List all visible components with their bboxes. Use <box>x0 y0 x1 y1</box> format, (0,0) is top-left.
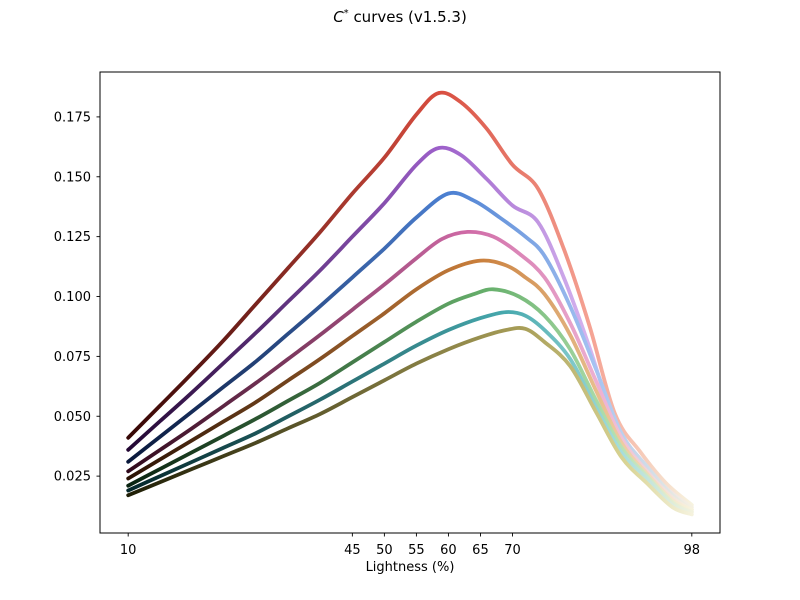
x-axis-label: Lightness (%) <box>366 560 455 575</box>
y-tick-label: 0.100 <box>54 290 91 305</box>
y-tick-label: 0.025 <box>54 470 91 485</box>
x-tick-label: 55 <box>408 543 425 558</box>
chart-title: C* curves (v1.5.3) <box>0 8 800 26</box>
x-tick-label: 50 <box>376 543 393 558</box>
curve-pink <box>126 229 694 512</box>
y-tick-label: 0.075 <box>54 350 91 365</box>
x-tick-label: 65 <box>472 543 489 558</box>
plot-border <box>99 71 721 534</box>
curve-red <box>126 90 694 507</box>
curve-orange <box>126 258 694 512</box>
y-tick-label: 0.150 <box>54 170 91 185</box>
curve-teal <box>126 310 694 514</box>
y-tick-label: 0.050 <box>54 410 91 425</box>
axis-ticks: 10 45 50 55 60 65 70 98 0.025 0.050 0.075 0.100 0.12… <box>54 110 700 575</box>
curves-group <box>126 90 694 517</box>
curve-olive <box>126 326 694 517</box>
x-tick-label: 70 <box>504 543 521 558</box>
x-tick-label: 45 <box>344 543 361 558</box>
plot-frame <box>99 71 721 534</box>
title-superscript: * <box>343 8 349 19</box>
curve-green <box>126 287 694 514</box>
curve-blue <box>126 190 694 512</box>
title-text: curves (v1.5.3) <box>348 8 467 26</box>
y-tick-label: 0.125 <box>54 230 91 245</box>
y-tick-label: 0.175 <box>54 110 91 125</box>
x-tick-label: 10 <box>120 543 137 558</box>
x-tick-label: 60 <box>440 543 457 558</box>
x-tick-label: 98 <box>684 543 701 558</box>
title-variable: C <box>333 8 344 26</box>
